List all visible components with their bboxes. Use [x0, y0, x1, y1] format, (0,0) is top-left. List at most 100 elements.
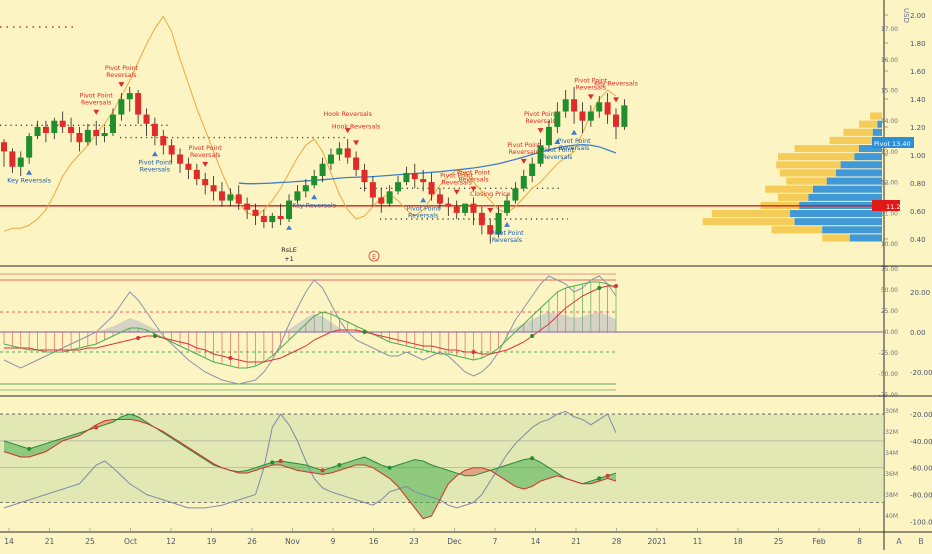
- candle: [403, 172, 410, 183]
- candle: [193, 169, 200, 180]
- volume-profile-bar-left: [870, 112, 882, 120]
- osc-cross-dot: [228, 356, 233, 360]
- reversal-label: Pivot Point Reversals: [541, 147, 575, 161]
- volume-axis-label-left: -40M: [883, 513, 898, 520]
- volume-cloud-segment: [372, 460, 382, 474]
- osc-axis-label-left: -25.00: [879, 350, 899, 357]
- osc-axis-label-left: 25.00: [881, 308, 898, 315]
- volume-profile-bar-right: [872, 128, 882, 136]
- volume-cloud-segment: [548, 467, 558, 479]
- x-tick-label: 23: [409, 537, 419, 546]
- reversal-label: Hook Reversals: [332, 123, 380, 130]
- volume-profile-bar-right: [822, 226, 882, 234]
- reversal-marker-up: [571, 129, 578, 135]
- candle: [344, 148, 351, 158]
- volume-cloud-segment: [523, 458, 533, 490]
- candle: [495, 212, 502, 235]
- volume-profile-bar-right: [794, 218, 882, 226]
- x-tick-label: 12: [166, 537, 176, 546]
- volume-profile-bar-left: [779, 169, 836, 177]
- reversal-marker-up: [311, 194, 318, 200]
- volume-cloud-segment: [12, 443, 21, 457]
- volume-cloud-segment: [423, 460, 432, 519]
- volume-profile-bar-right: [877, 120, 882, 128]
- candle: [93, 129, 100, 137]
- candle: [529, 163, 536, 176]
- volume-axis-label-left: -30M: [883, 408, 898, 415]
- reversal-marker-down: [520, 158, 527, 164]
- volume-axis-label-right: -40.00: [910, 438, 932, 446]
- candle: [587, 111, 594, 121]
- candle: [135, 93, 142, 115]
- volume-cloud-segment: [247, 467, 256, 474]
- candle: [512, 188, 519, 201]
- price-axis-label-right: 1.00: [910, 152, 926, 160]
- x-tick-label: 11: [693, 537, 703, 546]
- candle: [160, 136, 167, 146]
- volume-cross-dot: [337, 463, 342, 468]
- candle: [42, 126, 49, 133]
- price-axis-label-right: 1.80: [910, 40, 926, 48]
- volume-cloud-segment: [45, 440, 55, 452]
- price-axis-label-left: 10.00: [881, 241, 898, 248]
- x-tick-label: 7: [493, 537, 498, 546]
- candle: [386, 191, 393, 204]
- volume-cloud-segment: [364, 456, 373, 468]
- volume-cloud-segment: [481, 467, 491, 474]
- reversal-label: Pivot Point Reversals: [80, 93, 114, 107]
- volume-green-line: [3, 413, 617, 485]
- volume-profile-bar-right: [813, 185, 882, 193]
- volume-profile-bar-right: [836, 169, 882, 177]
- reversal-marker-down: [587, 94, 594, 100]
- volume-cross-dot: [387, 465, 392, 470]
- candle: [76, 133, 83, 143]
- candle: [1, 142, 7, 152]
- volume-profile-bar-right: [790, 210, 882, 218]
- volume-cloud-segment: [448, 470, 457, 484]
- osc-axis-label-right: 0.00: [910, 329, 926, 337]
- volume-cross-dot: [605, 473, 610, 478]
- candle: [269, 215, 276, 223]
- blue-overlay: [238, 144, 617, 185]
- candle: [235, 194, 242, 204]
- time-axis[interactable]: A B 14 21 25 Oct 12 19 26 Nov 9 16 23 Dec 7 14 21 28 202…: [4, 537, 924, 546]
- time-axis-corner-b[interactable]: B: [918, 537, 924, 546]
- candle: [244, 203, 251, 210]
- volume-cloud-segment: [540, 462, 549, 482]
- volume-cross-dot: [320, 468, 325, 473]
- volume-cloud-segment: [532, 458, 541, 487]
- candle: [462, 203, 469, 213]
- x-tick-label: 25: [774, 537, 784, 546]
- candle: [562, 99, 569, 112]
- reversal-label: Pivot Point Reversals: [507, 142, 541, 156]
- volume-profile-bar-left: [778, 153, 855, 161]
- volume-panel[interactable]: [0, 410, 884, 520]
- candle: [302, 185, 309, 192]
- x-tick-label: 19: [207, 537, 217, 546]
- price-axis-label-right: 0.40: [910, 236, 926, 244]
- time-axis-corner-a[interactable]: A: [896, 537, 902, 546]
- reversal-label: Pivot Point Reversals: [558, 138, 592, 152]
- osc-axis-label-right: -20.00: [910, 369, 932, 377]
- volume-cloud-segment: [280, 460, 290, 468]
- candle: [218, 191, 225, 201]
- volume-cloud-segment: [263, 462, 273, 468]
- price-axis[interactable]: 2.00 1.80 1.60 1.40 1.20 1.00 0.80 0.60 0.40 17.0…: [872, 12, 932, 526]
- event-marker: [368, 250, 380, 262]
- candle: [545, 126, 552, 146]
- candle: [453, 206, 460, 213]
- reversal-label: Pivot Point Reversals: [138, 159, 172, 173]
- candle: [168, 145, 175, 155]
- oscillator-panel[interactable]: [0, 273, 884, 391]
- price-tag-bg: [872, 200, 900, 211]
- reversal-label: Pivot Point Reversals: [457, 170, 491, 184]
- volume-axis-label-right: -60.00: [910, 465, 932, 473]
- volume-cross-dot: [270, 460, 275, 465]
- candle: [411, 172, 418, 180]
- price-axis-label-left: 11.00: [881, 210, 898, 217]
- volume-profile-bar-left: [711, 210, 790, 218]
- reversal-marker-down: [202, 161, 209, 167]
